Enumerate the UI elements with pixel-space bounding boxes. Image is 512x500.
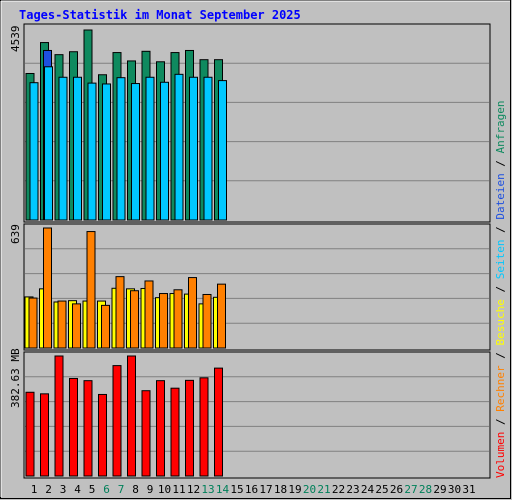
x-tick-label-day-28: 28	[419, 483, 432, 496]
x-tick-label-day-25: 25	[375, 483, 388, 496]
bar-seiten-day-9	[145, 76, 155, 221]
bar-volumen-day-5	[83, 380, 93, 477]
bar-rechner-day-7	[115, 276, 125, 349]
bar-seiten-day-13	[203, 76, 213, 221]
bar-seiten-day-1	[29, 82, 39, 221]
bar-volumen-day-2	[40, 393, 49, 477]
x-tick-label-day-22: 22	[332, 483, 345, 496]
panel-volume-frame	[23, 351, 491, 479]
bar-volumen-day-7	[112, 365, 122, 477]
x-axis-labels: 1 2 3 4 5 6 7 8 9 10 11 12 13 14 15 16 17 18 19 20 21 22 23 24 2…	[31, 483, 476, 496]
x-tick-label-day-31: 31	[462, 483, 475, 496]
x-tick-label-day-4: 4	[74, 483, 81, 496]
x-tick-label-day-8: 8	[132, 483, 139, 496]
bar-seiten-day-4	[73, 76, 82, 221]
bar-volumen-day-10	[156, 380, 165, 477]
panel-requests-max-label: 4539	[9, 26, 22, 53]
bar-rechner-day-9	[144, 280, 154, 349]
bar-volumen-day-6	[98, 393, 107, 477]
bar-seiten-day-10	[160, 81, 169, 221]
bar-rechner-day-5	[86, 231, 96, 349]
bar-rechner-day-1	[28, 297, 38, 349]
x-tick-label-day-15: 15	[230, 483, 243, 496]
bar-seiten-day-6	[102, 83, 111, 221]
x-tick-label-day-13: 13	[201, 483, 214, 496]
x-tick-label-day-20: 20	[303, 483, 316, 496]
bar-seiten-day-7	[116, 77, 126, 221]
panel-requests-frame	[23, 23, 491, 223]
bar-rechner-day-4	[72, 303, 81, 349]
bar-rechner-day-13	[202, 293, 212, 349]
x-tick-label-day-30: 30	[448, 483, 461, 496]
x-tick-label-day-10: 10	[158, 483, 171, 496]
legend-item-7: /	[494, 220, 507, 240]
bar-rechner-day-2	[43, 227, 52, 349]
x-tick-label-day-3: 3	[60, 483, 67, 496]
panel-volume-max-label: 382.63 MB	[9, 348, 22, 408]
x-tick-label-day-14: 14	[216, 483, 230, 496]
bar-rechner-day-10	[159, 293, 168, 349]
bar-volumen-day-8	[127, 355, 136, 477]
bar-seiten-day-12	[189, 76, 198, 221]
x-tick-label-day-16: 16	[245, 483, 258, 496]
legend-item-8: Dateien	[494, 173, 507, 219]
x-tick-label-day-1: 1	[31, 483, 38, 496]
bar-seiten-day-5	[87, 82, 97, 221]
x-tick-label-day-7: 7	[118, 483, 125, 496]
x-tick-label-day-18: 18	[274, 483, 287, 496]
x-tick-label-day-17: 17	[259, 483, 272, 496]
bar-volumen-day-9	[141, 390, 151, 477]
x-tick-label-day-27: 27	[404, 483, 417, 496]
bar-volumen-day-14	[214, 367, 223, 477]
legend-item-9: /	[494, 153, 507, 173]
panel-visits-frame	[23, 223, 491, 351]
bars-layer	[24, 29, 227, 477]
x-tick-label-day-21: 21	[317, 483, 330, 496]
bar-rechner-day-6	[101, 304, 110, 349]
x-tick-label-day-5: 5	[89, 483, 96, 496]
legend-item-2: Rechner	[494, 365, 507, 412]
bar-rechner-day-8	[130, 290, 139, 349]
bar-rechner-day-11	[173, 289, 183, 349]
bar-volumen-day-3	[54, 355, 64, 477]
bar-seiten-day-11	[174, 73, 184, 221]
legend-item-5: /	[494, 279, 507, 299]
bar-seiten-day-3	[58, 76, 68, 221]
legend-item-1: /	[494, 412, 507, 432]
panel-visits-max-label: 639	[9, 224, 22, 244]
bar-seiten-day-14	[218, 80, 227, 221]
bar-volumen-day-11	[170, 387, 180, 477]
bar-seiten-day-2	[44, 66, 53, 221]
legend-item-3: /	[494, 346, 507, 366]
x-tick-label-day-12: 12	[187, 483, 200, 496]
legend-item-10: Anfragen	[494, 100, 507, 153]
bar-volumen-day-4	[69, 377, 78, 477]
legend-item-6: Seiten	[494, 240, 507, 280]
bar-seiten-day-8	[131, 83, 140, 221]
x-tick-label-day-11: 11	[172, 483, 185, 496]
bar-volumen-day-1	[25, 391, 35, 477]
bar-volumen-day-12	[185, 379, 194, 477]
x-tick-label-day-29: 29	[433, 483, 446, 496]
x-tick-label-day-26: 26	[390, 483, 403, 496]
x-tick-label-day-23: 23	[346, 483, 359, 496]
x-tick-label-day-24: 24	[361, 483, 375, 496]
bar-rechner-day-14	[217, 283, 226, 349]
x-tick-label-day-9: 9	[147, 483, 154, 496]
x-tick-label-day-6: 6	[103, 483, 110, 496]
chart-title: Tages-Statistik im Monat September 2025	[19, 8, 301, 22]
legend: Volumen / Rechner / Besuche / Seiten / D…	[494, 100, 507, 478]
bar-rechner-day-12	[188, 277, 197, 349]
bar-rechner-day-3	[57, 300, 67, 349]
bar-volumen-day-13	[199, 377, 209, 477]
legend-item-4: Besuche	[494, 299, 507, 345]
legend-item-0: Volumen	[494, 432, 507, 478]
x-tick-label-day-2: 2	[45, 483, 52, 496]
x-tick-label-day-19: 19	[288, 483, 301, 496]
